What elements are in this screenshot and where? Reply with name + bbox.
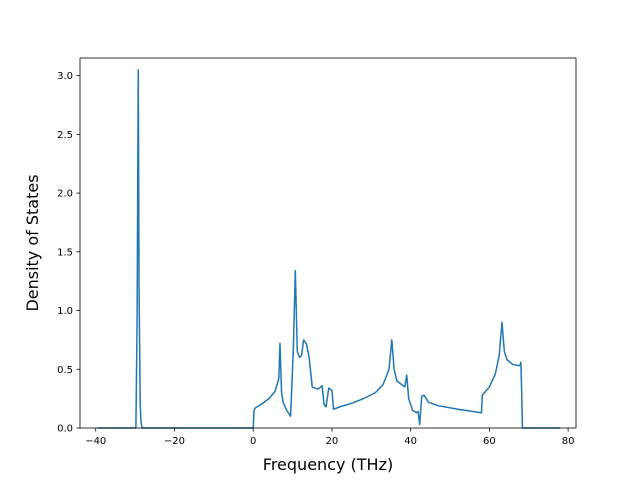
plot-area: [97, 69, 561, 429]
dos-series-line: [97, 69, 561, 429]
x-tick-label: 80: [562, 436, 575, 447]
y-tick-label: 0.0: [57, 424, 73, 435]
x-tick-label: −20: [164, 436, 185, 447]
x-tick-label: 20: [326, 436, 339, 447]
y-tick-label: 1.5: [57, 247, 73, 258]
x-tick-label: 40: [404, 436, 417, 447]
x-tick-label: 0: [250, 436, 256, 447]
x-axis: −40 −20 0 20 40 60 80: [85, 428, 574, 447]
y-tick-label: 3.0: [57, 71, 73, 82]
x-axis-label: Frequency (THz): [263, 455, 393, 474]
y-tick-label: 1.0: [57, 306, 73, 317]
y-tick-label: 2.0: [57, 189, 73, 200]
y-axis-label: Density of States: [23, 174, 42, 311]
y-tick-label: 2.5: [57, 130, 73, 141]
axes-frame: [79, 57, 577, 429]
y-tick-label: 0.5: [57, 365, 73, 376]
x-tick-label: 60: [483, 436, 496, 447]
y-axis: 0.0 0.5 1.0 1.5 2.0 2.5 3.0: [57, 71, 80, 435]
x-tick-label: −40: [85, 436, 106, 447]
